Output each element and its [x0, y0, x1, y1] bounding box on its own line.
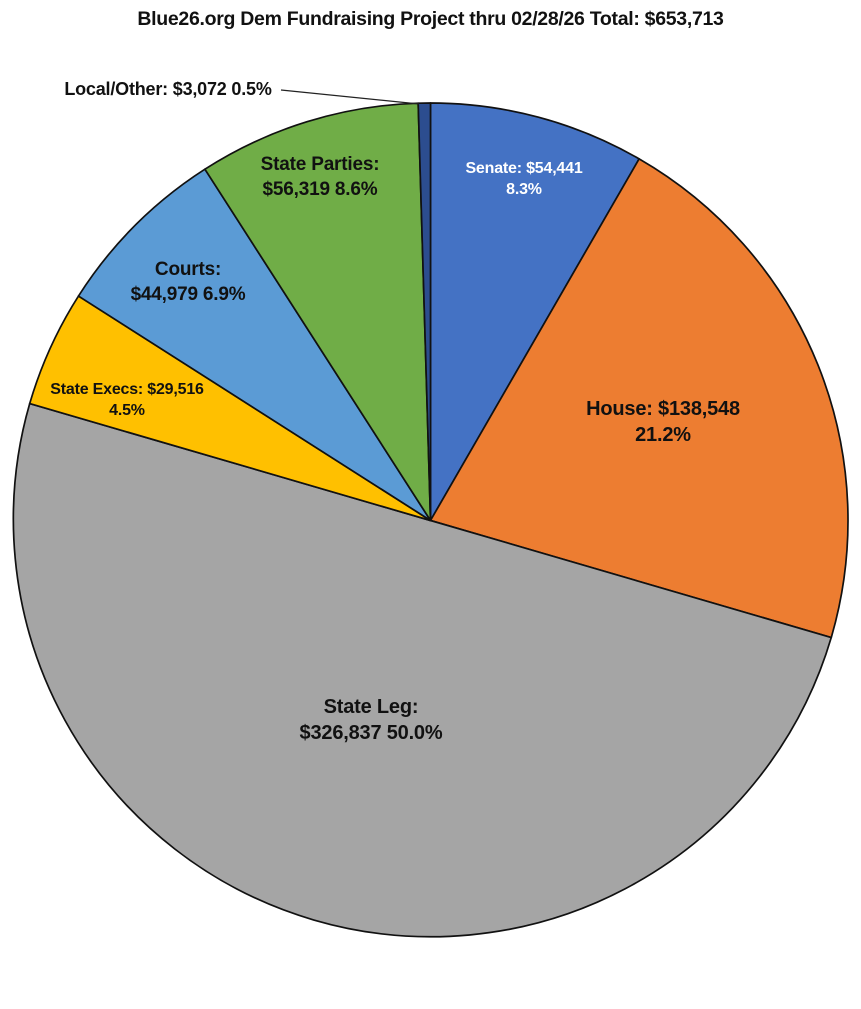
pie-slice-senate — [429, 102, 640, 522]
pie-slices — [12, 102, 849, 938]
callout-leader-line — [280, 89, 420, 105]
pie-slice-house — [429, 158, 849, 639]
pie-slice-courts — [77, 168, 432, 522]
pie-slice-local-other — [417, 102, 432, 522]
pie-slice-state-parties — [204, 102, 432, 522]
chart-title: Blue26.org Dem Fundraising Project thru … — [137, 8, 724, 30]
pie-slice-state-leg — [12, 402, 833, 938]
